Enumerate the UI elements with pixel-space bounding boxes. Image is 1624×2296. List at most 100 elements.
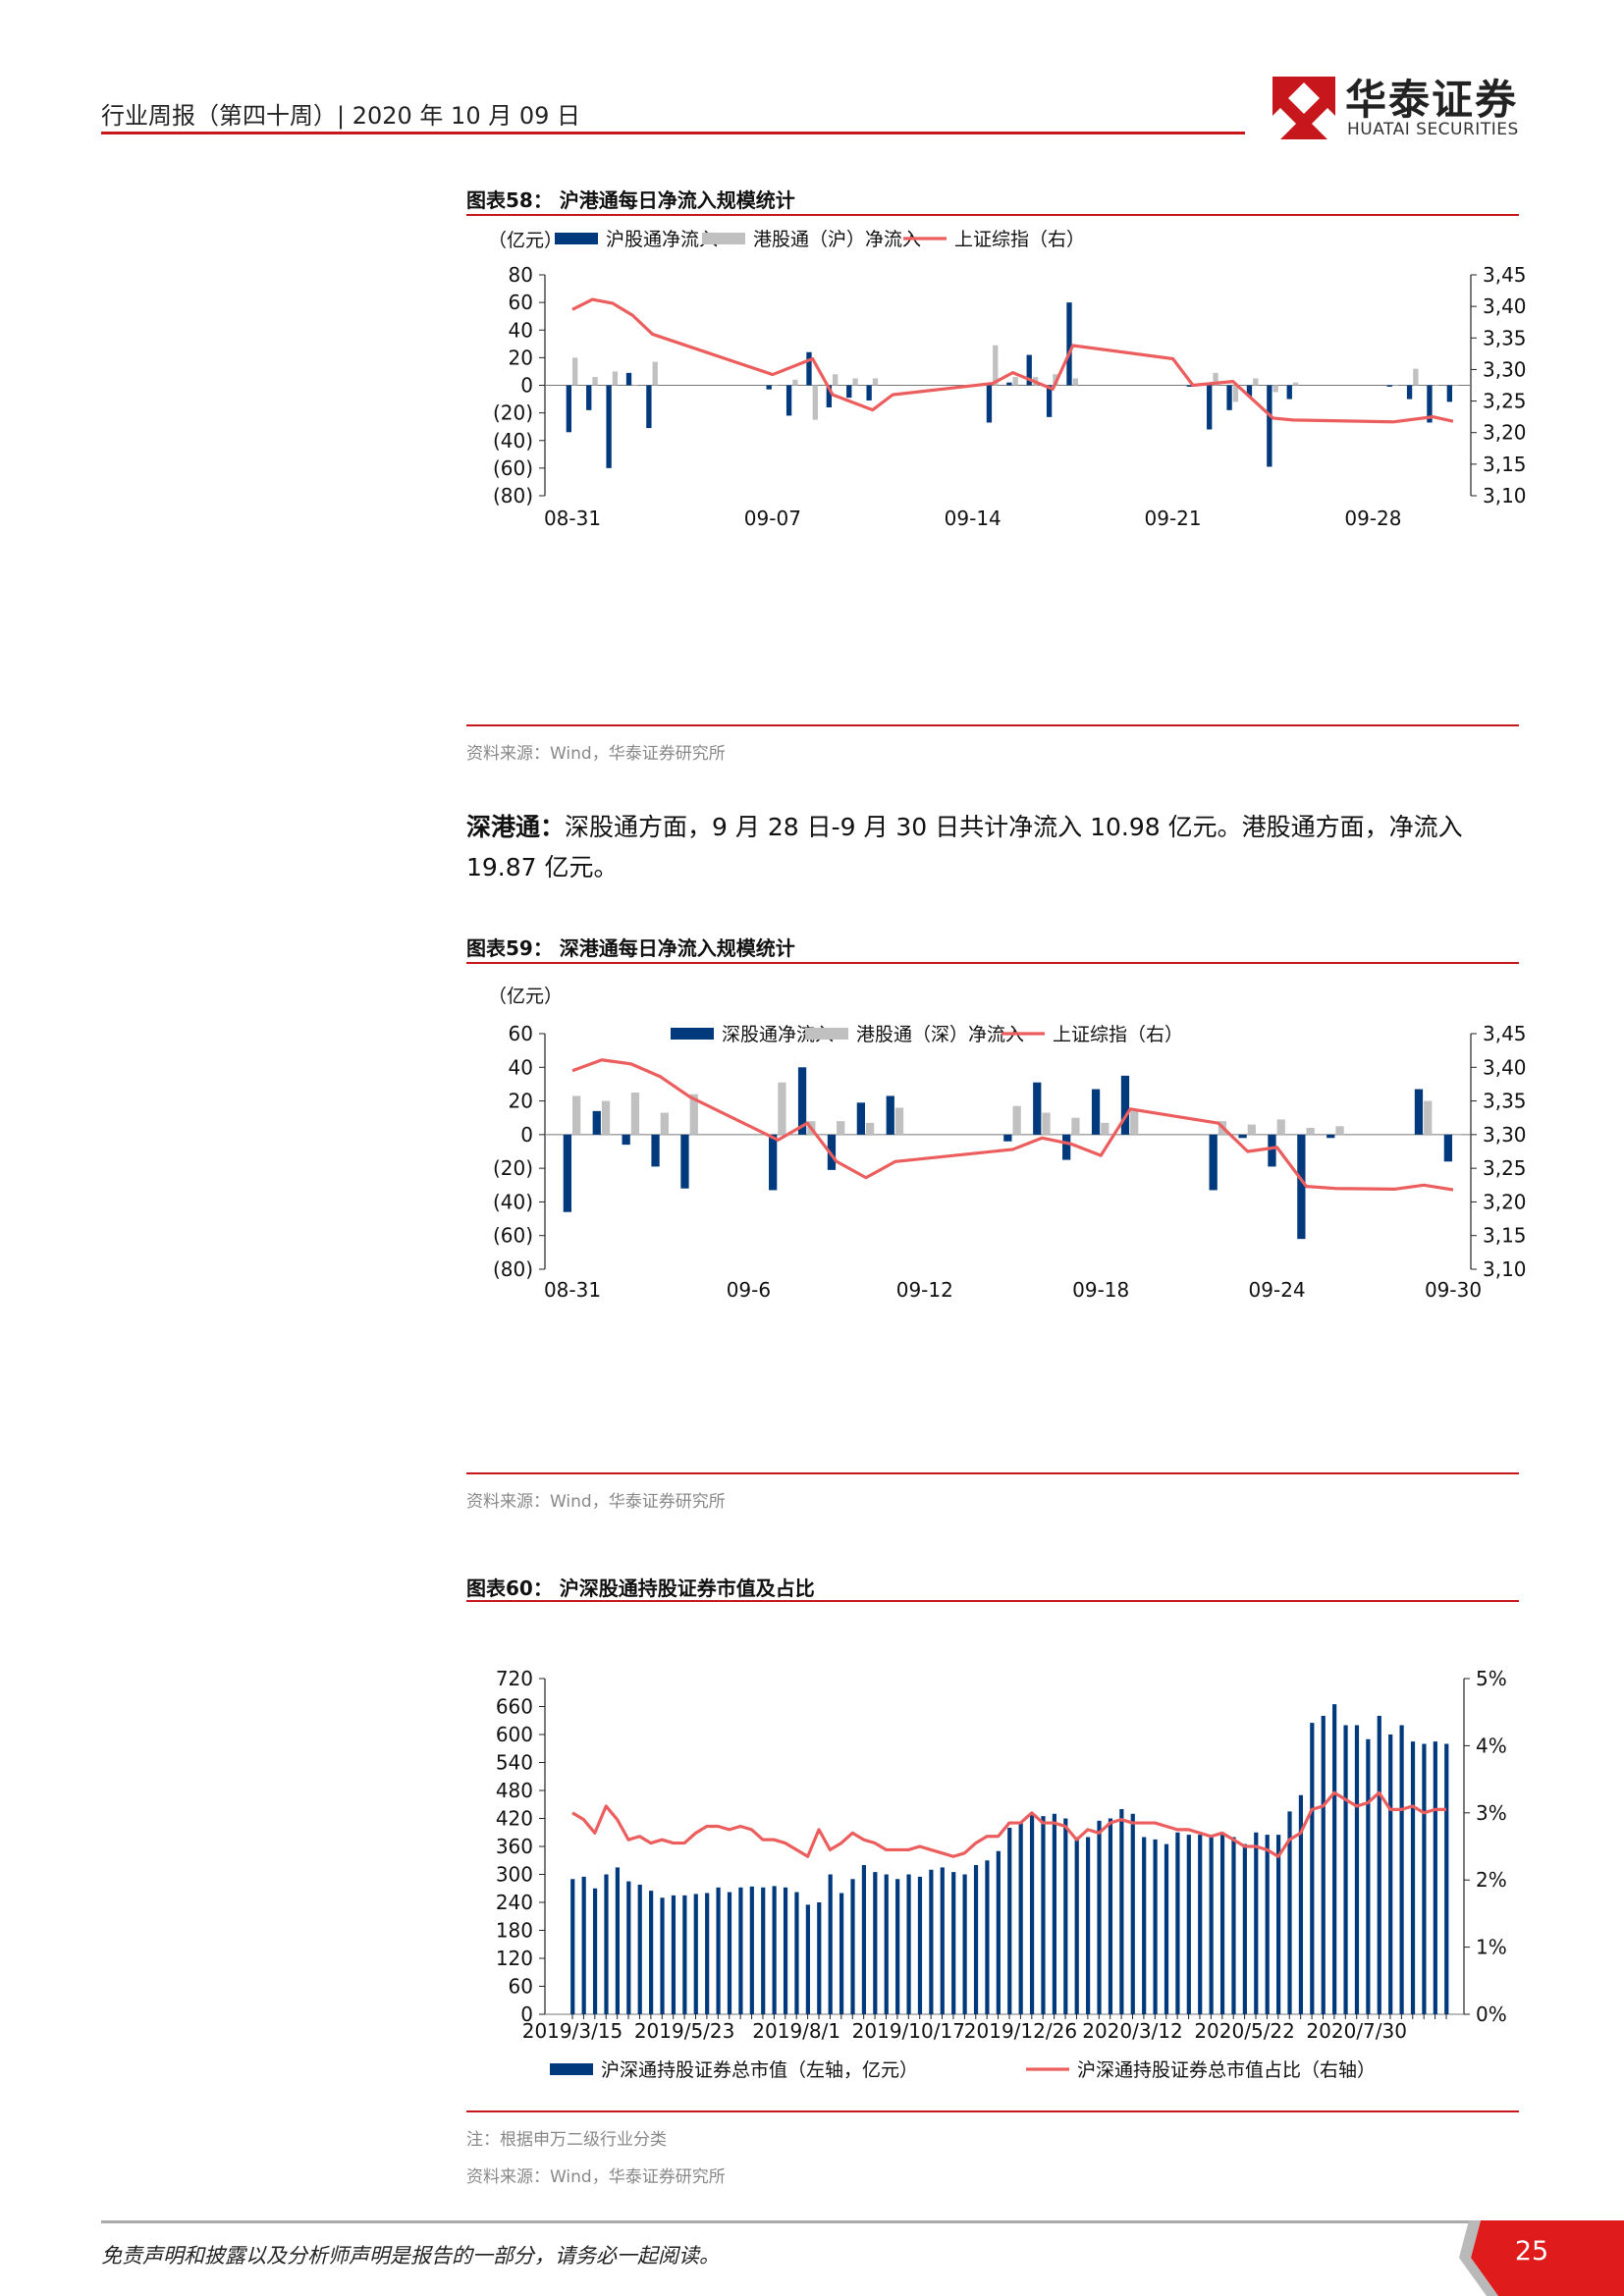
legend-label: 沪深通持股证券总市值占比（右轴） [1077,2059,1376,2081]
bar [626,1881,631,2014]
y-tick-label: 80 [509,263,533,287]
bar [1130,1110,1139,1135]
y2-tick-label: 3,250 [1483,390,1527,413]
y-tick-label: 180 [496,1919,533,1943]
bar [680,1134,689,1189]
y2-tick-label: 3,300 [1483,1123,1527,1147]
bar [1286,385,1292,400]
bar [682,1895,687,2014]
bar [846,385,852,399]
bar [1413,368,1419,386]
bar [1326,1134,1335,1139]
bar [1219,1832,1225,2014]
y-tick-label: (60) [493,456,533,480]
bar [894,1107,904,1135]
bar [705,1893,710,2014]
bar [973,1865,979,2014]
unit-label: （亿元） [488,986,563,1007]
bar [783,1887,788,2014]
bar [1253,378,1259,386]
bar [1012,377,1018,386]
bar [652,361,658,386]
x-tick-label: 2019/3/15 [522,2019,623,2043]
bar [792,379,798,386]
y2-tick-label: 3,350 [1483,1090,1527,1113]
y-tick-label: 480 [496,1779,533,1802]
bar [895,1879,900,2014]
bar [646,385,652,429]
y-tick-label: (20) [493,1156,533,1180]
bar [985,1860,990,2014]
bar [738,1887,743,2014]
figure-59-source: 资料来源：Wind，华泰证券研究所 [466,1492,726,1512]
x-tick-label: 09-18 [1072,1278,1129,1302]
y2-tick-label: 3,350 [1483,326,1527,349]
bar [951,1872,956,2014]
y2-tick-label: 3,150 [1483,453,1527,476]
bar [1119,1809,1124,2014]
bar [833,374,839,386]
bar [1231,1837,1236,2014]
bar [986,385,993,423]
bar [1306,1128,1315,1135]
bar [962,1874,967,2014]
bar [1238,1134,1247,1139]
bar [689,1094,698,1135]
bar [671,1895,677,2014]
y2-tick-label: 3,400 [1483,294,1527,318]
figure-60-title: 图表60： 沪深股通持股证券市值及占比 [466,1576,815,1600]
y-tick-label: 0 [520,1123,533,1147]
bar [1003,1134,1012,1142]
x-tick-label: 09-6 [727,1278,771,1302]
bar [917,1876,923,2014]
y-tick-label: 20 [509,1090,533,1113]
y-tick-label: 20 [509,346,533,369]
bar [592,1888,598,2014]
bar [794,1892,799,2014]
bar [1453,1134,1462,1136]
y-tick-label: 60 [509,1022,533,1045]
bar [769,1134,778,1191]
bar [884,1874,889,2014]
bar [1074,1837,1079,2014]
bar [1101,1122,1110,1135]
legend-label: 港股通（深）净流入 [856,1024,1024,1045]
figure-59-title: 图表59： 深港通每日净流入规模统计 [466,936,795,960]
bar [866,1122,875,1135]
bar [837,1121,845,1135]
bar [1006,382,1012,386]
bar [772,1886,777,2014]
figure-59-top-rule [466,962,1519,964]
y-tick-label: 120 [496,1947,533,1970]
bar [1446,385,1452,402]
bar [785,385,792,416]
bar [1026,354,1032,386]
bar [1175,1832,1180,2014]
y-tick-label: 600 [496,1723,533,1746]
bar [592,377,598,386]
bar [1242,1843,1247,2014]
bar [1226,385,1232,410]
x-tick-label: 09-21 [1145,507,1202,530]
bar [1130,1813,1135,2014]
y-tick-label: (40) [493,1190,533,1213]
bar [1046,385,1053,417]
bar [1207,385,1213,430]
bar [906,1874,911,2014]
x-tick-label: 09-12 [896,1278,953,1302]
bar [996,1850,1001,2014]
bar [563,1134,571,1212]
footer-rule [101,2220,1476,2223]
bar [1153,1839,1158,2014]
y-tick-label: 40 [509,1055,533,1079]
bar [1209,1134,1218,1191]
index-line [571,1790,1446,1858]
bar [872,378,879,386]
y2-tick-label: 3,450 [1483,263,1527,287]
bar [852,378,858,386]
bar [1386,385,1392,387]
figure-58-chart: 80 60 40 20 0 (20) (40) (60) (80) 3,450 3,400 3,350… [488,229,1527,530]
y-tick-label: (80) [493,484,533,507]
bar [566,385,571,433]
bar [749,1886,754,2014]
